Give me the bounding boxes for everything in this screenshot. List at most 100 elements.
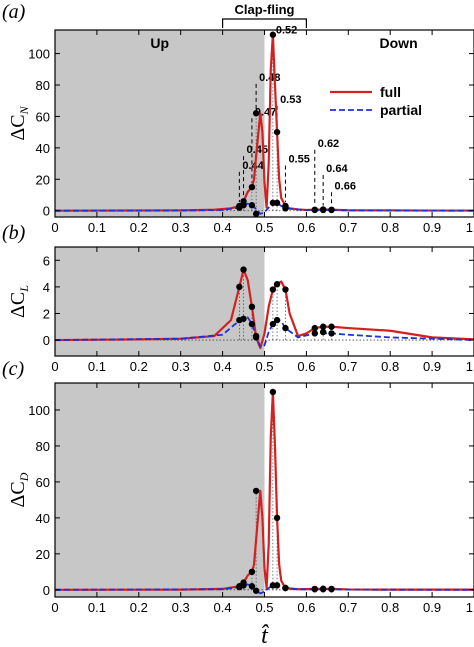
- y-axis-label-main: ΔC: [7, 292, 29, 318]
- x-tick-label: 0.2: [130, 600, 148, 615]
- y-tick-label: 60: [36, 109, 50, 124]
- marker-partial: [252, 587, 260, 594]
- marker-partial: [328, 330, 335, 337]
- marker-full: [311, 324, 318, 332]
- x-tick-label: 1: [466, 359, 473, 374]
- y-tick-label: 0: [43, 333, 50, 348]
- y-tick-label: 0: [43, 204, 50, 219]
- y-tick-label: 4: [43, 280, 50, 295]
- y-tick-label: 40: [36, 511, 50, 526]
- marker-partial: [248, 583, 256, 590]
- y-axis-label: ΔCL: [7, 285, 31, 318]
- x-tick-label: 1: [466, 220, 473, 235]
- series-line-partial: [55, 583, 474, 595]
- x-tick-label: 0.5: [255, 220, 273, 235]
- legend-label: partial: [380, 102, 422, 118]
- phase-label-up: Up: [150, 35, 169, 51]
- marker-full: [248, 303, 256, 311]
- x-tick-label: 0.5: [255, 359, 273, 374]
- marker-full: [273, 281, 281, 288]
- x-tick-label: 0.8: [381, 600, 399, 615]
- annotation-label: 0.66: [335, 180, 356, 192]
- marker-full: [269, 31, 277, 38]
- x-tick-label: 0.6: [297, 359, 315, 374]
- upstroke-shade: [55, 383, 265, 597]
- y-tick-label: 80: [36, 439, 50, 454]
- marker-partial: [273, 199, 281, 207]
- marker-full: [240, 266, 247, 273]
- x-tick-label: 0: [51, 220, 58, 235]
- marker-partial: [240, 315, 247, 322]
- x-tick-label: 0.4: [214, 220, 232, 235]
- y-tick-label: 100: [28, 403, 50, 418]
- x-tick-label: 0.9: [423, 359, 441, 374]
- legend-label: full: [380, 84, 401, 100]
- axis-ticks: 0 0.1 0.2 0.3 0.4 0.5 0.6 0.7 0.8 0.9 1 0 2 4 6: [43, 247, 474, 374]
- x-tick-label: 0.2: [130, 359, 148, 374]
- upstroke-shade: [55, 247, 265, 356]
- marker-full: [273, 128, 281, 136]
- marker-partial: [252, 332, 260, 340]
- x-tick-label: 0: [51, 359, 58, 374]
- marker-partial: [311, 586, 318, 593]
- x-tick-label: 1: [466, 600, 473, 615]
- phase-label-down: Down: [380, 35, 418, 51]
- annotation-label: 0.44: [242, 160, 264, 172]
- x-tick-label: 0.9: [423, 220, 441, 235]
- panel-1: 0.440.450.470.480.520.530.550.620.640.66…: [2, 1, 474, 235]
- annotation-label: 0.64: [326, 163, 348, 175]
- marker-partial: [319, 328, 327, 336]
- marker-full: [252, 110, 260, 117]
- clap-fling-bracket: Clap-fling: [222, 2, 307, 28]
- marker-partial: [311, 330, 318, 337]
- y-tick-label: 80: [36, 78, 50, 93]
- annotation-label: 0.62: [318, 138, 339, 150]
- marker-full: [269, 286, 277, 293]
- marker-full: [248, 183, 256, 191]
- marker-partial: [319, 586, 327, 593]
- marker-full: [273, 514, 281, 522]
- marker-full: [282, 286, 289, 293]
- marker-partial: [248, 320, 256, 328]
- marker-full: [248, 568, 256, 576]
- x-tick-label: 0.7: [339, 600, 357, 615]
- x-tick-label: 0.3: [172, 359, 190, 374]
- x-tick-label: 0.4: [214, 359, 232, 374]
- y-axis-label-sub: L: [17, 285, 31, 293]
- marker-partial: [319, 206, 327, 214]
- marker-full: [319, 323, 327, 330]
- marker-full: [236, 283, 243, 291]
- data-markers: [236, 266, 335, 341]
- axis-ticks: 0 0.1 0.2 0.3 0.4 0.5 0.6 0.7 0.8 0.9 1 0 20 40 60 80 10…: [28, 30, 474, 235]
- data-markers: [236, 388, 335, 594]
- marker-partial: [328, 586, 335, 593]
- y-tick-label: 6: [43, 253, 50, 268]
- marker-partial: [273, 582, 281, 589]
- marker-partial: [273, 316, 281, 324]
- x-tick-label: 0.5: [255, 600, 273, 615]
- marker-partial: [282, 205, 289, 212]
- x-tick-label: 0.1: [88, 359, 106, 374]
- x-tick-label: 0.3: [172, 600, 190, 615]
- x-tick-label: 0: [51, 600, 58, 615]
- x-tick-label: 0.4: [214, 600, 232, 615]
- bracket-label: Clap-fling: [235, 2, 295, 17]
- x-tick-label: 0.6: [297, 220, 315, 235]
- marker-full: [252, 487, 260, 495]
- panel-label: (c): [2, 358, 25, 380]
- panel-3: 0 0.1 0.2 0.3 0.4 0.5 0.6 0.7 0.8 0.9 102040608010…: [2, 358, 474, 615]
- x-axis-label: t̂: [261, 623, 269, 647]
- panel-label: (b): [2, 222, 26, 244]
- y-tick-label: 20: [36, 172, 50, 187]
- annotation-label: 0.53: [280, 94, 301, 106]
- panel-2: 0 0.1 0.2 0.3 0.4 0.5 0.6 0.7 0.8 0.9 1 0 2 4 6 ΔCL (b): [2, 222, 474, 374]
- marker-full: [328, 323, 335, 330]
- y-axis-label-sub: N: [17, 105, 31, 115]
- upstroke-shade: [55, 30, 265, 217]
- marker-partial: [240, 582, 247, 589]
- x-tick-label: 0.8: [381, 220, 399, 235]
- marker-partial: [269, 320, 277, 328]
- annotation-label: 0.52: [276, 25, 297, 37]
- y-axis-label-main: ΔC: [7, 481, 29, 507]
